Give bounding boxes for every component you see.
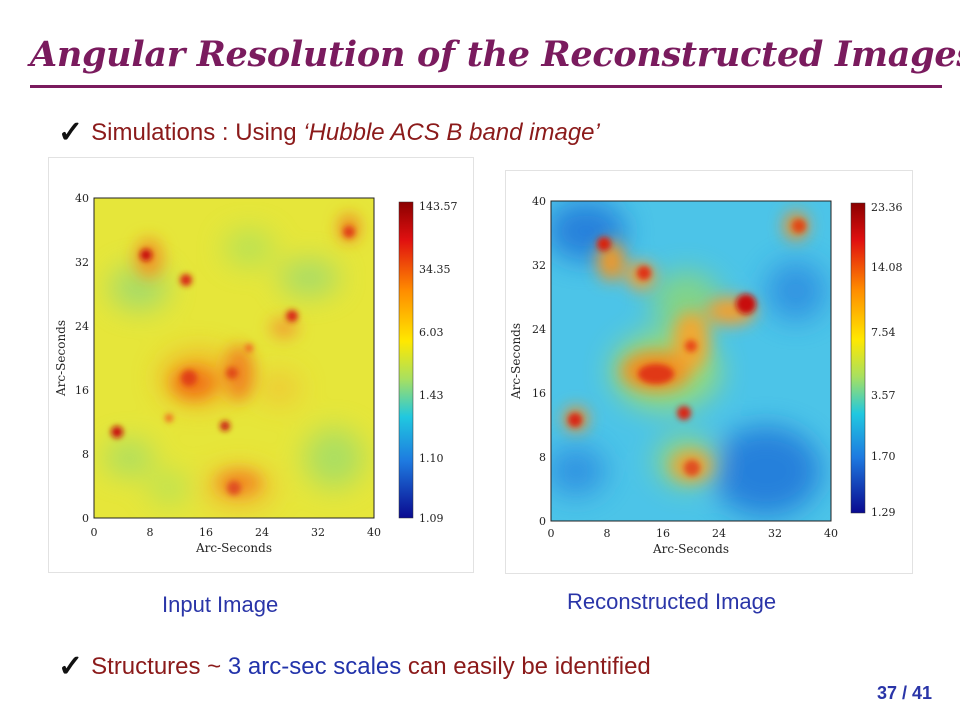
reconstructed-colorbar: [850, 202, 866, 514]
reconstructed-x-axis-label: Arc-Seconds: [652, 542, 729, 556]
input-cbar-label-6: 1.09: [419, 512, 444, 525]
checkmark-icon: ✓: [58, 650, 84, 683]
reconstructed-xtick-8: 8: [604, 527, 611, 540]
input-axis-x-ticks: 0 8 16 24 32 40: [91, 526, 382, 539]
input-image-caption: Input Image: [162, 592, 279, 617]
reconstructed-ytick-8: 8: [539, 451, 546, 464]
reconstructed-cbar-label-5: 1.70: [871, 450, 896, 463]
reconstructed-axis-y-ticks: 40 32 24 16 8 0: [532, 195, 546, 528]
bullet-structures-highlight: 3 arc-sec scales: [227, 653, 402, 680]
bullet-simulations-emphasis: ‘Hubble ACS B band image’: [303, 119, 600, 146]
bullet-structures-prefix: Structures ~: [91, 653, 228, 680]
reconstructed-ytick-40: 40: [532, 195, 546, 208]
reconstructed-xtick-24: 24: [712, 527, 726, 540]
input-cbar-label-4: 1.43: [419, 389, 444, 402]
checkmark-icon: ✓: [58, 116, 84, 149]
input-y-axis-label: Arc-Seconds: [54, 320, 68, 397]
input-ytick-40: 40: [75, 192, 89, 205]
reconstructed-image-caption: Reconstructed Image: [567, 589, 777, 614]
reconstructed-ytick-24: 24: [532, 323, 546, 336]
input-cbar-label-1: 143.57: [419, 200, 458, 213]
reconstructed-cbar-label-4: 3.57: [871, 389, 896, 402]
bullet-simulations-prefix: Simulations : Using: [91, 119, 304, 146]
bullet-structures-suffix: can easily be identified: [401, 653, 651, 680]
reconstructed-cbar-label-6: 1.29: [871, 506, 896, 519]
reconstructed-colorbar-labels: 23.36 14.08 7.54 3.57 1.70 1.29: [871, 201, 903, 519]
bullet-simulations: ✓ Simulations : Using ‘Hubble ACS B band …: [58, 113, 600, 149]
input-ytick-0: 0: [82, 512, 89, 525]
reconstructed-xtick-0: 0: [548, 527, 555, 540]
input-ytick-24: 24: [75, 320, 89, 333]
reconstructed-ytick-0: 0: [539, 515, 546, 528]
reconstructed-image-panel: 0 8 16 24 32 40 40 32 24 16 8 0 Arc-Seco…: [505, 170, 913, 574]
reconstructed-cbar-label-1: 23.36: [871, 201, 903, 214]
input-xtick-24: 24: [255, 526, 269, 539]
reconstructed-image-map: [550, 200, 832, 522]
bullet-structures: ✓ Structures ~ 3 arc-sec scales can easil…: [58, 647, 651, 683]
input-ytick-8: 8: [82, 448, 89, 461]
input-xtick-8: 8: [147, 526, 154, 539]
slide-title: Angular Resolution of the Reconstructed …: [30, 34, 960, 75]
input-image-panel: 0 8 16 24 32 40 40 32 24 16 8 0 Arc-Seco…: [48, 157, 474, 573]
reconstructed-xtick-40: 40: [824, 527, 838, 540]
input-axis-y-ticks: 40 32 24 16 8 0: [75, 192, 89, 525]
input-colorbar-labels: 143.57 34.35 6.03 1.43 1.10 1.09: [419, 200, 458, 525]
input-colorbar: [398, 201, 414, 519]
reconstructed-axis-x-ticks: 0 8 16 24 32 40: [548, 527, 839, 540]
reconstructed-y-axis-label: Arc-Seconds: [509, 323, 523, 400]
reconstructed-cbar-label-2: 14.08: [871, 261, 903, 274]
input-xtick-16: 16: [199, 526, 213, 539]
input-image-map: [93, 197, 375, 519]
reconstructed-xtick-16: 16: [656, 527, 670, 540]
reconstructed-ytick-32: 32: [532, 259, 546, 272]
input-cbar-label-2: 34.35: [419, 263, 451, 276]
input-xtick-32: 32: [311, 526, 325, 539]
reconstructed-cbar-label-3: 7.54: [871, 326, 896, 339]
input-xtick-0: 0: [91, 526, 98, 539]
input-cbar-label-3: 6.03: [419, 326, 444, 339]
input-x-axis-label: Arc-Seconds: [195, 541, 272, 555]
page-number: 37 / 41: [876, 683, 932, 703]
input-ytick-16: 16: [75, 384, 89, 397]
input-cbar-label-5: 1.10: [419, 452, 444, 465]
reconstructed-xtick-32: 32: [768, 527, 782, 540]
reconstructed-ytick-16: 16: [532, 387, 546, 400]
input-ytick-32: 32: [75, 256, 89, 269]
title-underline: [30, 85, 942, 88]
input-xtick-40: 40: [367, 526, 381, 539]
